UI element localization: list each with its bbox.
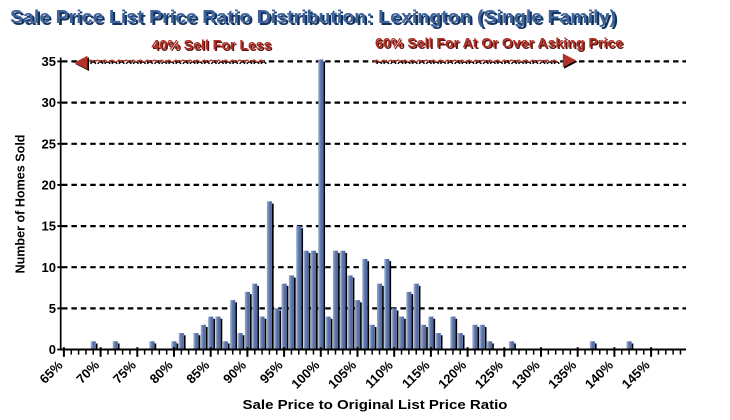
svg-text:5: 5 [49,301,56,316]
svg-text:0: 0 [49,342,56,357]
svg-text:35: 35 [42,54,56,69]
svg-text:10: 10 [42,260,56,275]
svg-text:60% Sell For At Or Over Asking: 60% Sell For At Or Over Asking Price [376,37,625,52]
svg-text:40% Sell For Less: 40% Sell For Less [152,38,272,53]
svg-text:Number of Homes Sold: Number of Homes Sold [13,134,28,273]
svg-text:30: 30 [42,95,56,110]
svg-text:Sale Price List Price Ratio Di: Sale Price List Price Ratio Distribution… [10,7,616,27]
svg-text:25: 25 [42,136,56,151]
svg-text:Sale Price to Original List Pr: Sale Price to Original List Price Ratio [243,397,508,412]
svg-text:60% Sell For At Or Over Asking: 60% Sell For At Or Over Asking Price [375,36,624,51]
svg-text:20: 20 [42,178,56,193]
svg-text:15: 15 [42,219,56,234]
svg-text:40% Sell For Less: 40% Sell For Less [153,39,273,54]
svg-text:Sale Price List Price Ratio Di: Sale Price List Price Ratio Distribution… [12,9,618,29]
